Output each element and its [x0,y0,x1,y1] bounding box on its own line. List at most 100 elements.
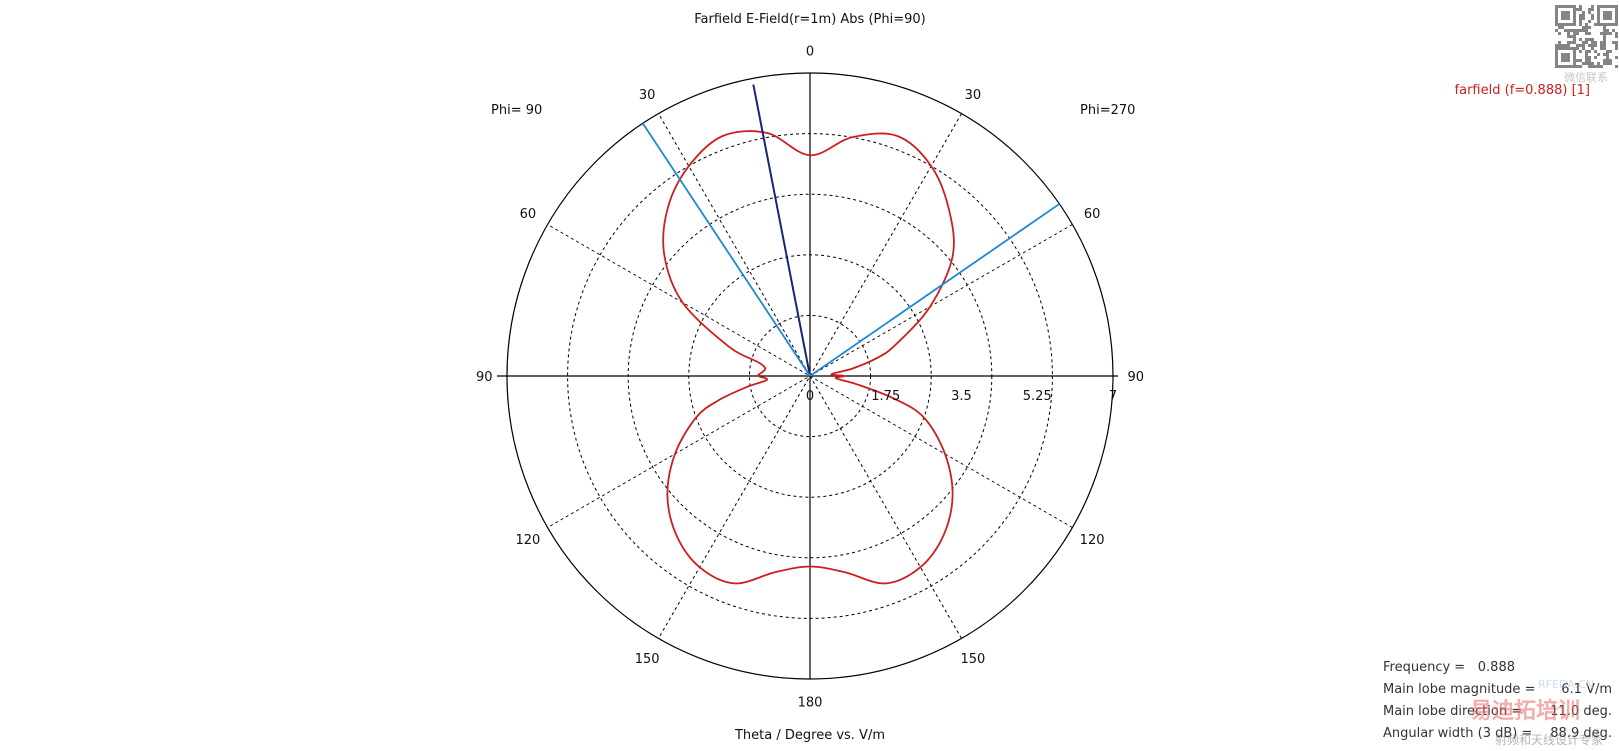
qr-module [1582,17,1585,20]
qr-module [1606,29,1609,32]
radial-tick-label: 0 [806,389,814,404]
qr-module [1573,53,1576,56]
qr-module [1561,59,1564,62]
qr-module [1567,44,1570,47]
qr-module [1582,26,1585,29]
qr-module [1573,5,1576,8]
qr-module [1567,41,1570,44]
angle-tick-label: 180 [798,696,823,711]
qr-module [1609,50,1612,53]
qr-module [1564,29,1567,32]
qr-module [1579,50,1582,53]
qr-module [1579,8,1582,11]
qr-module [1579,59,1582,62]
qr-module [1561,44,1564,47]
qr-module [1609,59,1612,62]
qr-module [1597,62,1600,65]
qr-module [1582,41,1585,44]
qr-module [1603,41,1606,44]
radial-tick-label: 1.75 [871,389,900,404]
qr-module [1558,5,1561,8]
qr-module [1567,32,1570,35]
qr-module [1594,50,1597,53]
qr-module [1567,56,1570,59]
qr-module [1570,5,1573,8]
qr-module [1558,26,1561,29]
qr-module [1570,41,1573,44]
qr-module [1582,11,1585,14]
qr-code-image [1555,5,1618,68]
qr-module [1603,35,1606,38]
angle-tick-label: 150 [960,652,985,667]
qr-module [1573,56,1576,59]
qr-module [1591,62,1594,65]
qr-module [1567,29,1570,32]
qr-module [1576,29,1579,32]
qr-module [1585,23,1588,26]
qr-module [1558,65,1561,68]
radial-tick-label: 5.25 [1023,389,1052,404]
qr-module [1576,32,1579,35]
qr-module [1567,59,1570,62]
qr-module [1603,26,1606,29]
angle-tick-label: 90 [1127,370,1144,385]
qr-module [1573,8,1576,11]
qr-module [1594,41,1597,44]
qr-module [1573,38,1576,41]
qr-module [1585,32,1588,35]
qr-module [1606,59,1609,62]
qr-module [1591,38,1594,41]
qr-module [1594,44,1597,47]
info-label-direction: Main lobe direction = [1383,704,1522,719]
qr-module [1591,17,1594,20]
qr-module [1579,38,1582,41]
qr-module [1579,20,1582,23]
qr-module [1561,11,1564,14]
radial-tick-label: 7 [1109,389,1117,404]
qr-module [1579,23,1582,26]
qr-module [1573,65,1576,68]
qr-module [1564,44,1567,47]
qr-module [1564,14,1567,17]
info-value-frequency: 0.888 [1478,660,1515,675]
qr-module [1585,50,1588,53]
qr-module [1609,14,1612,17]
qr-module [1576,8,1579,11]
qr-module [1582,29,1585,32]
qr-module [1597,23,1600,26]
info-value-angular-width: 88.9 deg. [1550,726,1612,741]
chart-title: Farfield E-Field(r=1m) Abs (Phi=90) [694,12,925,27]
qr-module [1615,35,1618,38]
qr-module [1555,65,1558,68]
beamwidth-line [642,122,811,377]
qr-module [1561,65,1564,68]
qr-module [1573,35,1576,38]
qr-module [1612,5,1615,8]
qr-module [1582,62,1585,65]
qr-module [1597,17,1600,20]
qr-module [1576,59,1579,62]
qr-module [1591,8,1594,11]
qr-module [1561,23,1564,26]
qr-module [1579,14,1582,17]
qr-module [1561,14,1564,17]
qr-module [1555,56,1558,59]
qr-module [1615,23,1618,26]
qr-module [1567,65,1570,68]
qr-module [1615,14,1618,17]
phi-left-label: Phi= 90 [491,103,542,118]
qr-module [1609,11,1612,14]
angle-tick-label: 90 [476,370,493,385]
farfield-pattern-line [662,130,955,585]
info-value-magnitude: 6.1 V/m [1561,682,1612,697]
qr-module [1558,23,1561,26]
qr-module [1573,62,1576,65]
qr-module [1600,65,1603,68]
qr-module [1555,59,1558,62]
qr-module [1585,41,1588,44]
qr-module [1558,47,1561,50]
qr-module [1567,35,1570,38]
qr-module [1588,65,1591,68]
qr-module [1609,23,1612,26]
